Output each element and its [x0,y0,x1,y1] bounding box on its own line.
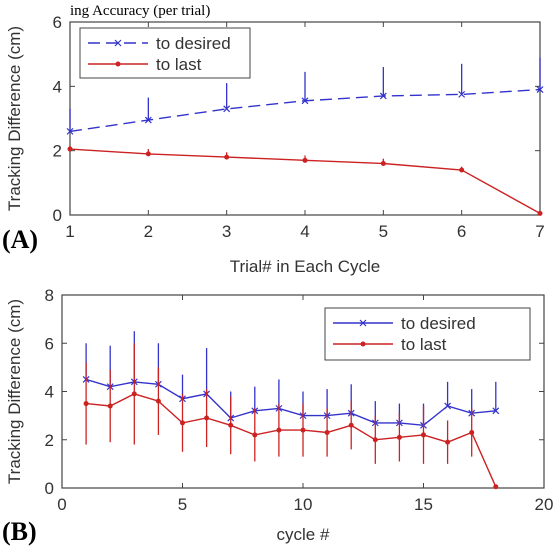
panel-label: (A) [2,225,38,254]
y-tick-label: 4 [45,383,54,402]
x-tick-label: 5 [379,222,388,241]
x-tick-label: 20 [535,495,554,514]
data-point [536,86,544,93]
x-tick-label: 2 [144,222,153,241]
data-point [224,154,230,160]
y-tick-label: 8 [45,286,54,305]
data-point [492,407,500,415]
legend-marker [360,341,366,347]
data-point [444,402,452,410]
data-point [252,432,258,438]
legend-box [324,307,531,361]
legend-box [79,27,251,79]
data-point [348,422,354,428]
panel-b: 0 5 10 15 20 0 2 4 6 8 cycle # Tracking Difference … [2,286,553,546]
data-point [223,105,231,113]
x-tick-label: 0 [57,495,66,514]
data-point [67,146,73,152]
x-tick-label: 4 [300,222,309,241]
data-point [107,403,113,409]
legend-label: to last [401,335,447,354]
panel-a: 1 2 3 4 5 6 7 0 2 4 6 Trial# in Each Cycle Tracking … [2,13,545,276]
y-tick-label: 0 [53,206,62,225]
data-point [421,432,426,438]
y-axis-label: Tracking Difference (cm) [5,26,24,211]
data-point [66,127,74,135]
data-point [155,398,161,404]
y-tick-label: 2 [53,142,62,161]
data-point [324,430,330,436]
legend-label: to desired [401,314,476,333]
y-axis-label: Tracking Difference (cm) [5,299,24,484]
data-point [204,415,210,421]
legend-marker [114,39,122,47]
y-tick-label: 6 [45,334,54,353]
legend-label: to desired [156,34,231,53]
data-point [302,157,308,163]
x-tick-label: 7 [535,222,544,241]
x-axis-label: Trial# in Each Cycle [230,257,381,276]
x-axis-label: cycle # [277,525,330,544]
series-line [85,378,496,427]
data-point [145,151,151,157]
legend: to desired to last [324,307,531,361]
x-tick-label: 10 [294,495,313,514]
data-point [458,90,466,98]
x-tick-label: 5 [178,495,187,514]
x-tick-label: 1 [65,222,74,241]
data-point [228,422,234,428]
x-tick-label: 6 [457,222,466,241]
y-tick-label: 4 [53,77,62,96]
data-point [301,97,309,105]
x-tick-label: 3 [222,222,231,241]
series-to-desired [66,57,544,135]
legend-marker [359,319,367,327]
series-to-last [83,343,499,490]
x-tick-label: 15 [414,495,433,514]
legend-marker [115,61,121,67]
top-caption-text: ing Accuracy (per trial) [70,3,210,19]
data-point [469,430,475,436]
data-point [459,167,465,173]
series-line [86,393,497,488]
legend-label: to last [156,55,202,74]
legend: to desired to last [79,27,251,79]
panel-label: (B) [2,517,37,546]
y-tick-label: 2 [45,431,54,450]
data-point [396,434,402,440]
data-point [372,437,378,443]
data-point [493,484,499,490]
data-point [276,427,282,433]
data-point [83,401,89,407]
data-point [380,161,386,167]
data-point [379,92,387,100]
data-point [131,391,137,397]
data-point [445,439,451,445]
y-tick-label: 6 [53,13,62,32]
series-to-last [67,145,543,216]
data-point [144,116,152,124]
data-point [180,420,185,426]
data-point [300,427,306,433]
y-tick-label: 0 [45,479,54,498]
data-point [537,210,543,216]
